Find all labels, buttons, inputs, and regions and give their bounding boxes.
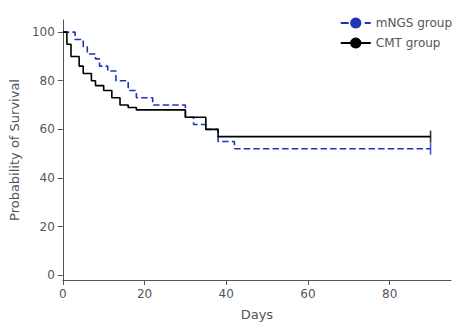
svg-text:80: 80 [40,74,55,88]
svg-text:40: 40 [40,171,55,185]
svg-text:mNGS group: mNGS group [376,16,452,30]
svg-text:Probability of Survival: Probability of Survival [7,79,22,221]
svg-text:0: 0 [59,287,67,301]
svg-text:Days: Days [241,307,274,322]
svg-text:CMT group: CMT group [376,36,441,50]
svg-text:80: 80 [382,287,397,301]
svg-text:60: 60 [40,122,55,136]
svg-text:40: 40 [219,287,234,301]
svg-text:60: 60 [300,287,315,301]
svg-text:100: 100 [32,25,55,39]
svg-text:20: 20 [40,220,55,234]
svg-text:20: 20 [137,287,152,301]
svg-text:0: 0 [47,268,55,282]
